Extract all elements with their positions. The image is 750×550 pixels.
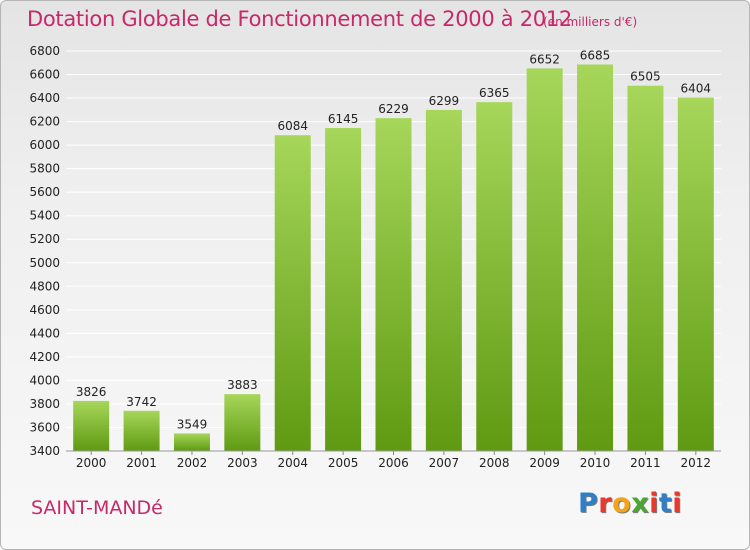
bar xyxy=(526,68,563,451)
x-tick-label: 2006 xyxy=(378,456,409,470)
x-tick-label: 2000 xyxy=(76,456,107,470)
bars xyxy=(73,64,714,452)
data-label: 3826 xyxy=(76,385,107,399)
x-tick-label: 2007 xyxy=(429,456,460,470)
unit-note: (en milliers d'€) xyxy=(543,15,638,29)
y-tick-label: 4000 xyxy=(29,373,60,387)
bar xyxy=(476,102,513,452)
chart-title: Dotation Globale de Fonctionnement de 20… xyxy=(27,7,572,31)
y-tick-label: 4400 xyxy=(29,326,60,340)
y-tick-label: 6200 xyxy=(29,115,60,129)
x-tick-label: 2002 xyxy=(177,456,208,470)
y-tick-label: 4200 xyxy=(29,350,60,364)
y-tick-label: 6000 xyxy=(29,138,60,152)
y-tick-label: 3800 xyxy=(29,397,60,411)
x-tick-label: 2005 xyxy=(328,456,359,470)
logo-letter: r xyxy=(598,488,613,519)
proxiti-logo[interactable]: Proxiti xyxy=(578,488,682,519)
y-tick-label: 6400 xyxy=(29,91,60,105)
data-label: 3883 xyxy=(227,378,258,392)
bar xyxy=(375,118,412,452)
y-tick-label: 5000 xyxy=(29,256,60,270)
logo-letter: o xyxy=(612,488,632,519)
data-labels: 3826 3742 3549 3883 6084 6145 6229 6299 6365 6652… xyxy=(76,49,711,432)
data-label: 6084 xyxy=(277,119,308,133)
data-label: 6685 xyxy=(580,49,611,63)
y-tick-label: 5400 xyxy=(29,209,60,223)
y-tick-label: 6800 xyxy=(29,44,60,58)
x-tick-label: 2009 xyxy=(529,456,560,470)
bar xyxy=(577,64,614,451)
data-label: 3742 xyxy=(126,395,157,409)
logo-letter: x xyxy=(631,488,650,519)
x-tick-label: 2010 xyxy=(580,456,611,470)
logo-letter: i xyxy=(649,488,659,519)
data-label: 6365 xyxy=(479,86,510,100)
y-tick-label: 6600 xyxy=(29,68,60,82)
bar xyxy=(627,85,664,452)
data-label: 6229 xyxy=(378,102,409,116)
x-tick-label: 2008 xyxy=(479,456,510,470)
x-tick-label: 2001 xyxy=(126,456,157,470)
logo-letter: t xyxy=(658,488,673,519)
y-axis: 3400 3600 3800 4000 4200 4400 4600 4800 5000 5200… xyxy=(29,44,60,458)
x-tick-label: 2003 xyxy=(227,456,258,470)
x-axis: 2000 2001 2002 2003 2004 2005 2006 2007 2008 2009… xyxy=(66,450,721,470)
bar xyxy=(425,109,462,452)
data-label: 6652 xyxy=(529,52,560,66)
bar xyxy=(224,394,261,451)
data-label: 6145 xyxy=(328,112,359,126)
x-tick-label: 2012 xyxy=(681,456,712,470)
x-tick-label: 2004 xyxy=(277,456,308,470)
data-label: 6404 xyxy=(681,82,712,96)
data-label: 6299 xyxy=(429,94,460,108)
x-tick-label: 2011 xyxy=(630,456,661,470)
y-tick-label: 3600 xyxy=(29,420,60,434)
bar xyxy=(274,135,311,451)
data-label: 3549 xyxy=(177,417,208,431)
logo-letter: P xyxy=(578,488,599,519)
bar xyxy=(173,433,210,451)
y-tick-label: 5600 xyxy=(29,185,60,199)
bar xyxy=(73,400,110,451)
bar xyxy=(123,410,160,451)
y-tick-label: 5800 xyxy=(29,162,60,176)
bar xyxy=(677,97,714,452)
y-tick-label: 3400 xyxy=(29,444,60,458)
y-tick-label: 5200 xyxy=(29,232,60,246)
logo-letter: i xyxy=(672,488,683,519)
y-tick-label: 4800 xyxy=(29,279,60,293)
bar xyxy=(325,128,362,451)
data-label: 6505 xyxy=(630,70,661,84)
place-name: SAINT-MANDé xyxy=(31,497,163,519)
y-tick-label: 4600 xyxy=(29,303,60,317)
